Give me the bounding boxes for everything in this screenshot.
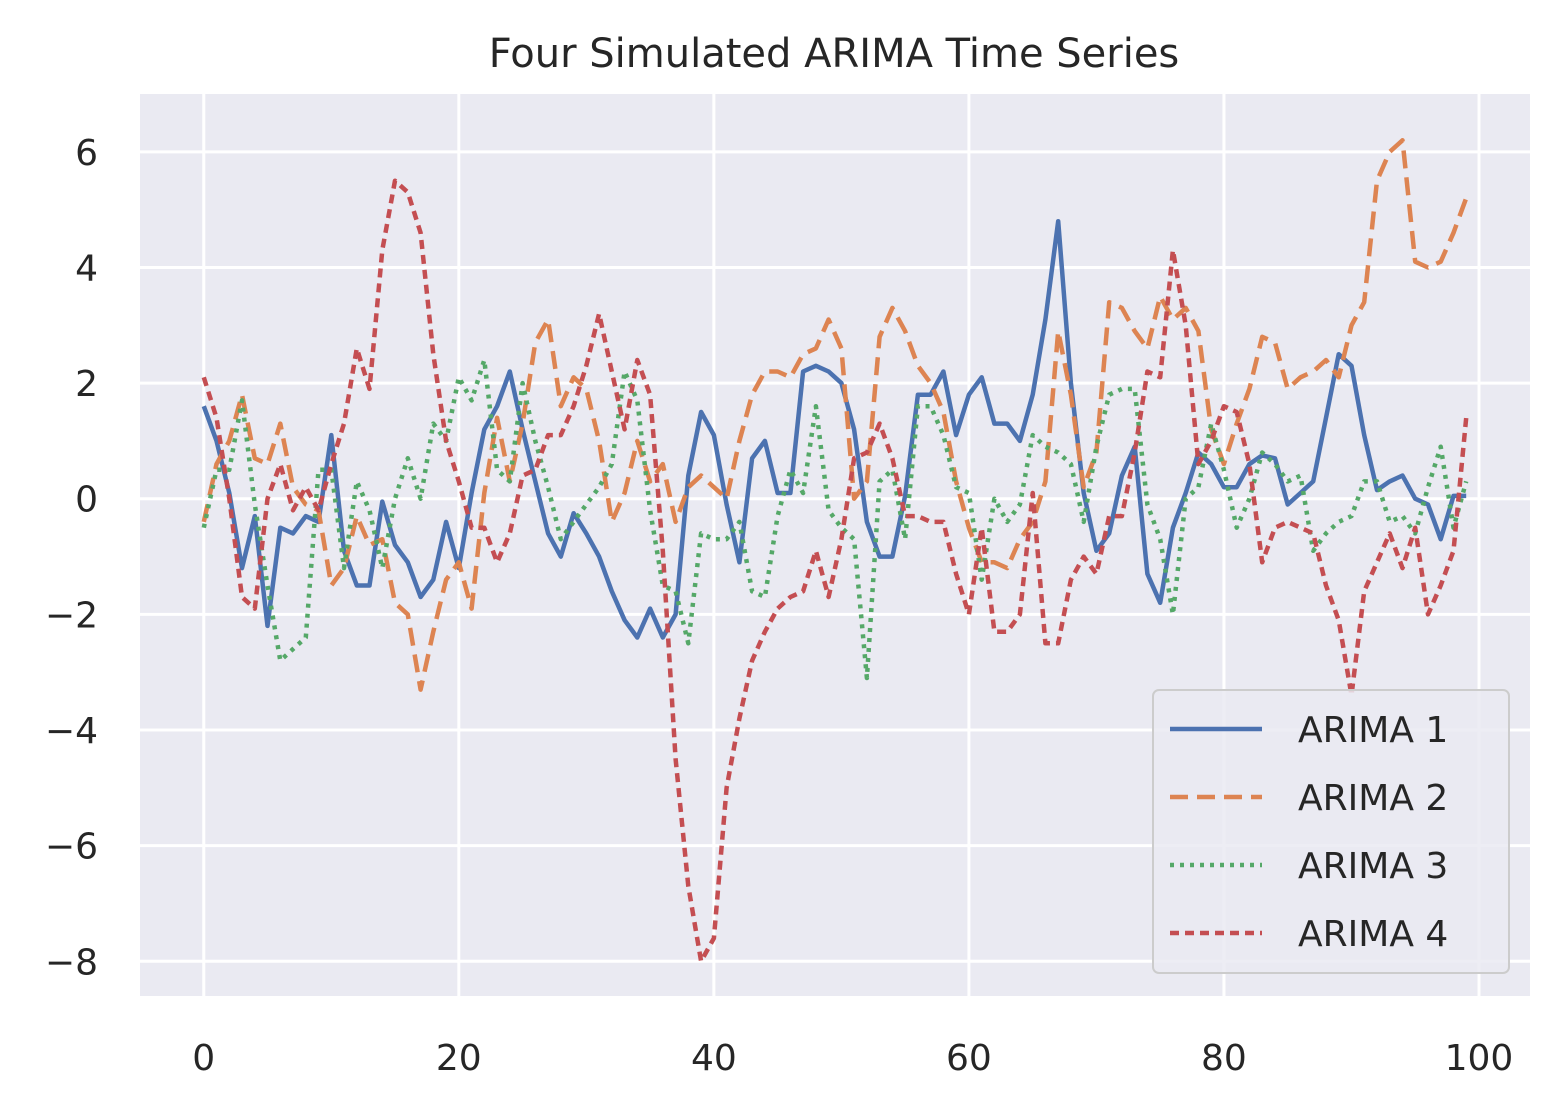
- x-tick-label: 40: [691, 1038, 737, 1079]
- legend-label-arima-4: ARIMA 4: [1298, 914, 1448, 955]
- legend-label-arima-3: ARIMA 3: [1298, 846, 1448, 887]
- x-tick-label: 0: [192, 1038, 215, 1079]
- x-tick-label: 20: [436, 1038, 482, 1079]
- x-axis-ticks: 0 20 40 60 80 100: [192, 1038, 1513, 1079]
- legend-box: [1152, 689, 1510, 974]
- chart-title: Four Simulated ARIMA Time Series: [489, 31, 1180, 77]
- y-tick-label: 4: [75, 248, 98, 289]
- x-tick-label: 60: [946, 1038, 992, 1079]
- y-tick-label: 2: [75, 364, 98, 405]
- x-tick-label: 100: [1445, 1038, 1514, 1079]
- y-tick-label: 6: [75, 133, 98, 174]
- legend-label-arima-1: ARIMA 1: [1298, 710, 1448, 751]
- y-tick-label: −6: [45, 827, 98, 868]
- series-line-arima-4: [201, 178, 1469, 964]
- x-tick-label: 80: [1201, 1038, 1247, 1079]
- y-tick-label: 0: [75, 480, 98, 521]
- series-line-arima-2: [201, 138, 1469, 692]
- legend: ARIMA 1 ARIMA 2 ARIMA 3 ARIMA 4: [1152, 689, 1510, 974]
- y-tick-label: −4: [45, 711, 98, 752]
- series-line-arima-3: [201, 357, 1469, 681]
- y-tick-label: −8: [45, 942, 98, 983]
- grid-lines: [140, 94, 1530, 996]
- series-line-arima-1: [201, 218, 1467, 640]
- y-tick-label: −2: [45, 595, 98, 636]
- series-layer: [201, 138, 1469, 964]
- legend-label-arima-2: ARIMA 2: [1298, 778, 1448, 819]
- y-axis-ticks: 6 4 2 0 −2 −4 −6 −8: [45, 133, 98, 983]
